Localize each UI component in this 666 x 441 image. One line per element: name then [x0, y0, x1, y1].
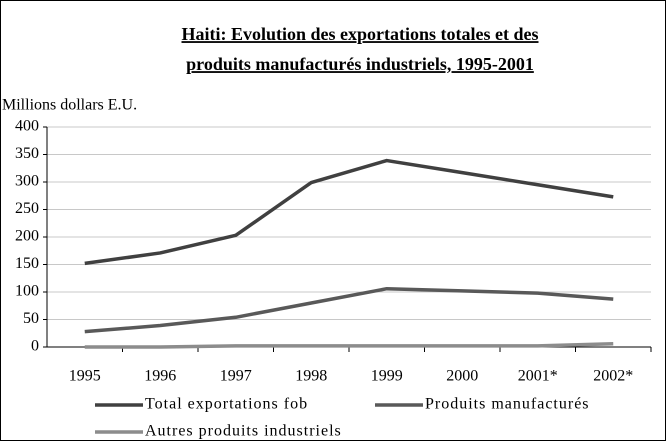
- series-line: [84, 158, 614, 266]
- y-tick-label: 100: [15, 283, 39, 300]
- y-tick-label: 400: [15, 118, 39, 135]
- series-line: [84, 286, 614, 334]
- chart-title: produits manufacturés industriels, 1995-…: [186, 54, 534, 74]
- y-tick-label: 350: [15, 145, 39, 162]
- x-tick-label: 1999: [371, 368, 403, 385]
- y-tick-label: 200: [15, 228, 39, 245]
- y-tick-label: 250: [15, 200, 39, 217]
- x-tick-label: 2001*: [518, 368, 558, 385]
- chart-title: Haiti: Evolution des exportations totale…: [182, 24, 539, 44]
- x-tick-label: 1998: [295, 368, 327, 385]
- x-tick-label: 1995: [69, 368, 101, 385]
- x-tick-label: 1996: [144, 368, 176, 385]
- series-line: [84, 341, 614, 349]
- legend-label: Autres produits industriels: [145, 423, 342, 440]
- y-tick-label: 300: [15, 173, 39, 190]
- x-tick-label: 2000: [446, 368, 478, 385]
- y-axis-label: Millions dollars E.U.: [2, 97, 137, 114]
- legend-label: Total exportations fob: [145, 396, 308, 413]
- y-tick-label: 50: [23, 310, 39, 327]
- legend-label: Produits manufacturés: [425, 396, 590, 413]
- x-tick-label: 2002*: [593, 368, 633, 385]
- y-tick-label: 0: [31, 338, 39, 355]
- y-tick-label: 150: [15, 255, 39, 272]
- x-tick-label: 1997: [220, 368, 252, 385]
